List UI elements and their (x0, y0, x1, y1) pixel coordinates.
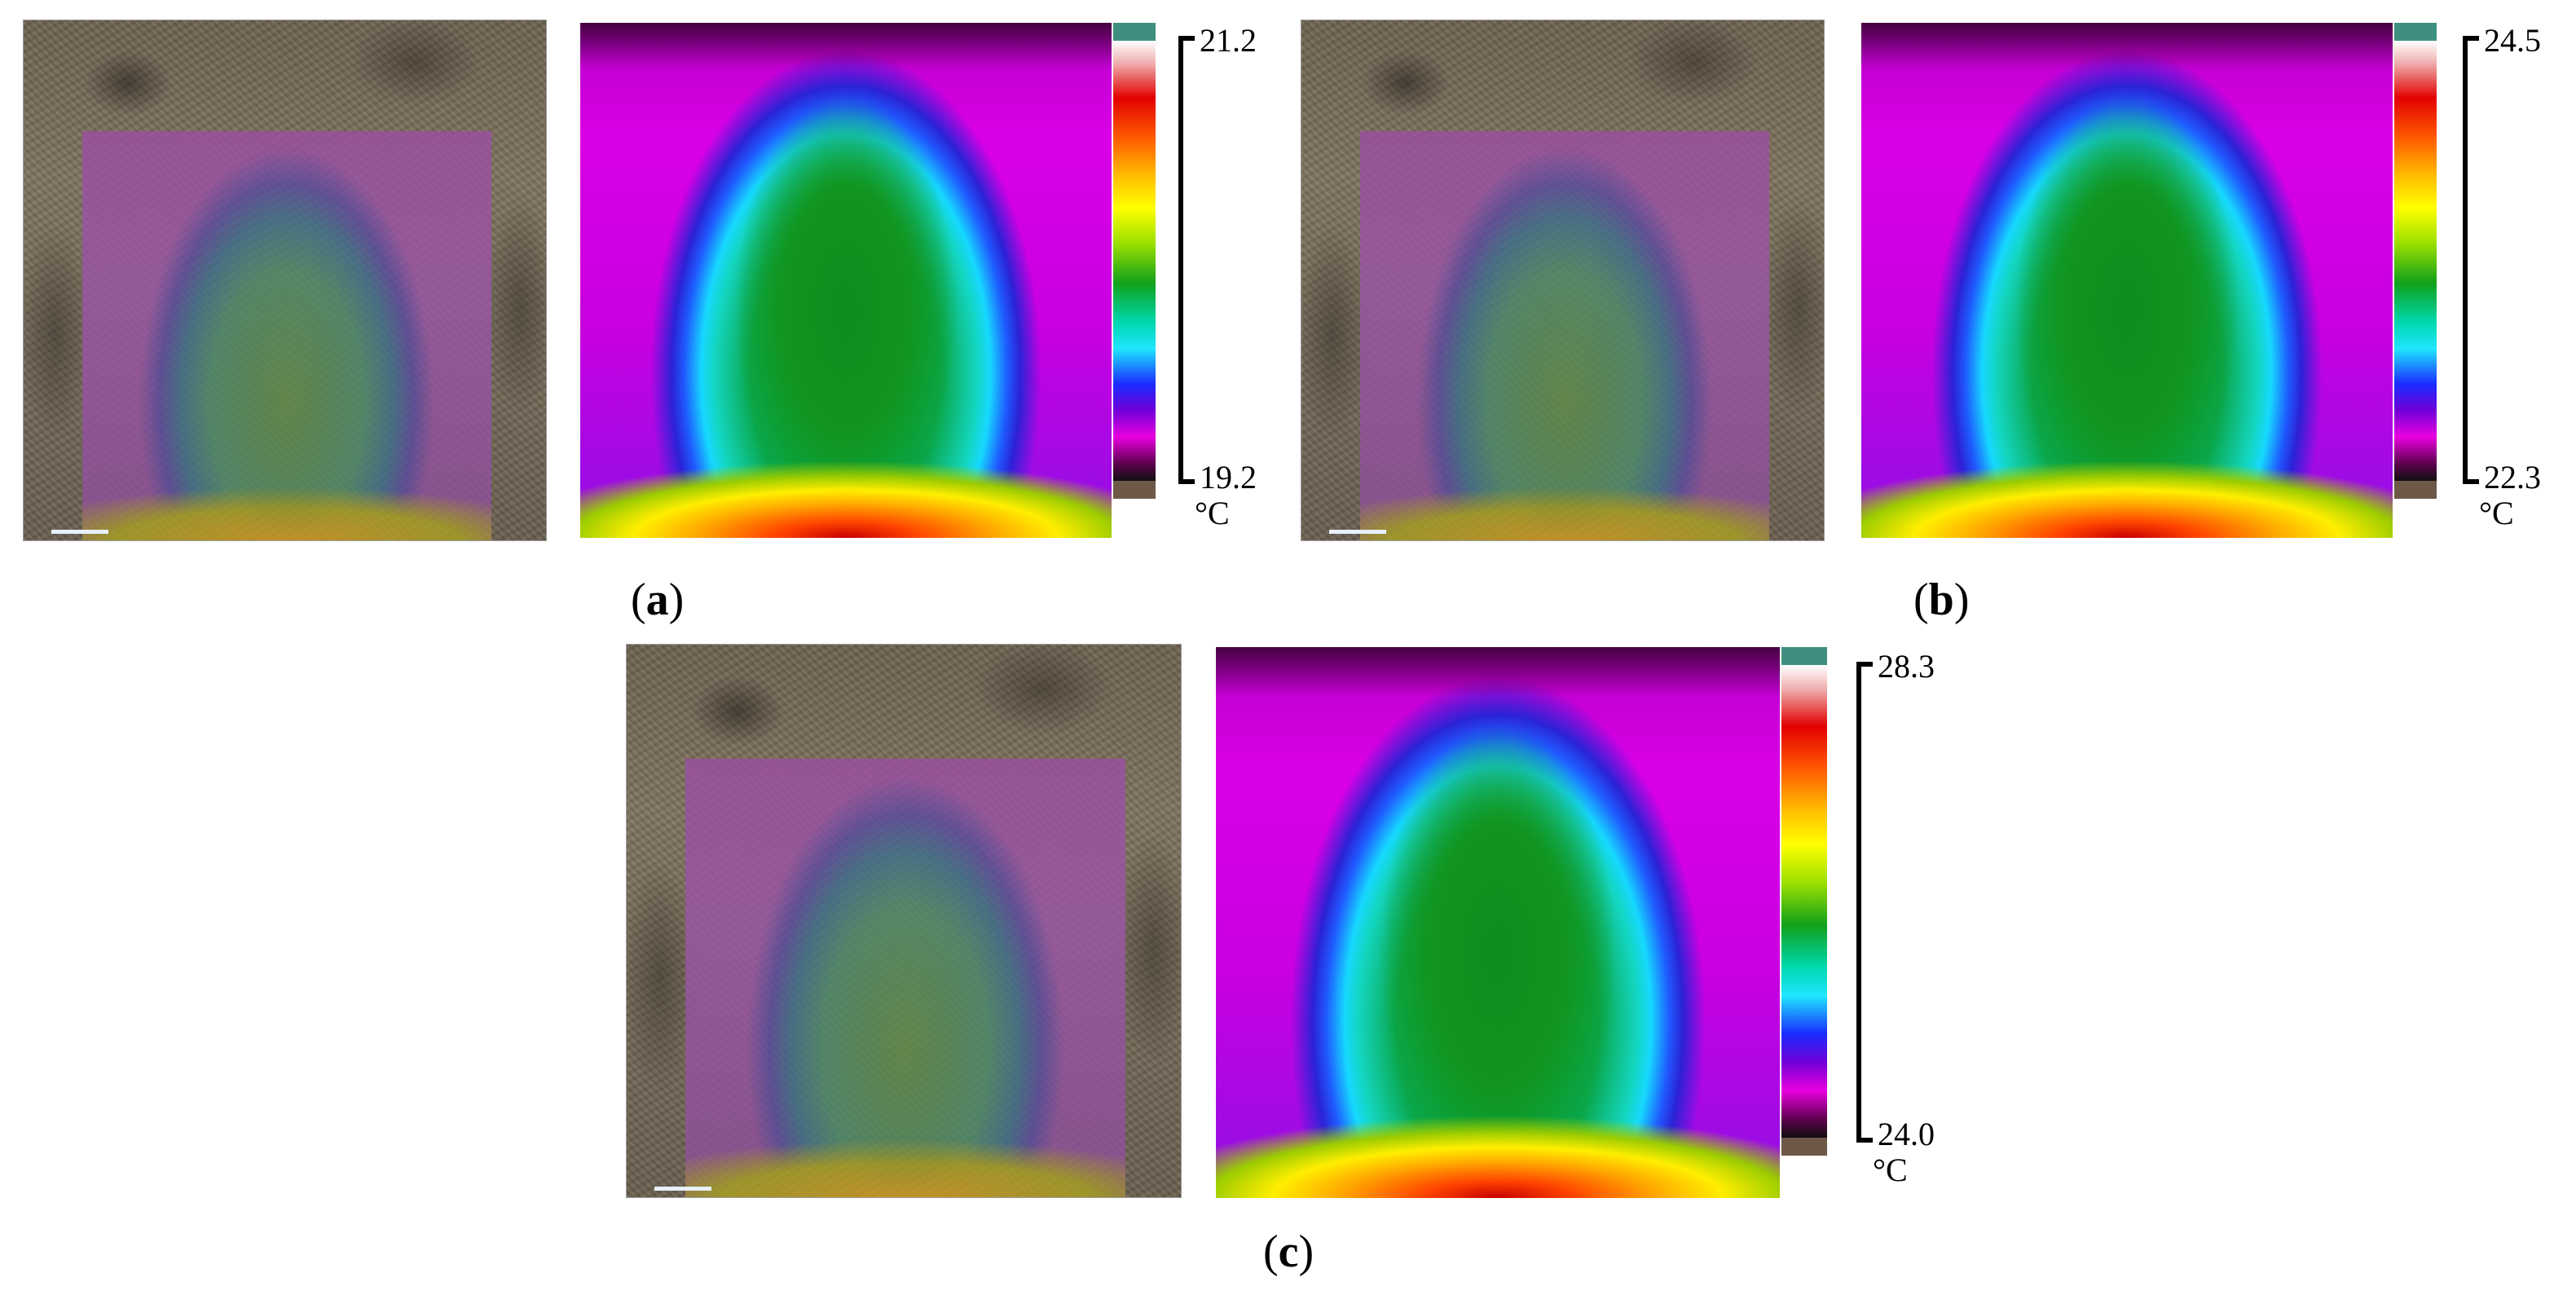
unit-label: °C (2479, 495, 2514, 531)
colorbar-bottom (2394, 481, 2437, 499)
thermal-image-c (1216, 647, 1780, 1198)
stone-photo-b (1301, 20, 1825, 541)
scale-bracket-c (1856, 662, 1873, 1143)
scale-bracket-a (1178, 36, 1195, 484)
colorbar-c (1781, 647, 1827, 1156)
scale-bar (51, 530, 108, 534)
colorbar-gradient (1781, 665, 1827, 1138)
unit-label: °C (1195, 495, 1230, 531)
scale-bar (654, 1187, 711, 1191)
thermal-map (1861, 23, 2393, 538)
stone-photo-a (23, 20, 547, 541)
colorbar-top (1113, 23, 1156, 41)
thermal-image-b (1861, 23, 2393, 538)
scale-bracket-b (2463, 36, 2479, 484)
colorbar-gradient (1113, 41, 1156, 481)
stone-photo-c (626, 644, 1182, 1198)
panel-label-b: (b) (1913, 575, 1970, 625)
thermal-map (580, 23, 1112, 538)
colorbar-bottom (1781, 1138, 1827, 1156)
thermal-overlay-c (685, 759, 1125, 1197)
colorbar-bottom (1113, 481, 1156, 499)
max-temp-label: 28.3 (1878, 648, 1935, 685)
thermal-overlay-b (1360, 131, 1769, 540)
colorbar-top (2394, 23, 2437, 41)
thermal-map (1216, 647, 1780, 1198)
colorbar-b (2394, 23, 2437, 499)
thermal-image-a (580, 23, 1112, 538)
panel-label-c: (c) (1263, 1227, 1314, 1277)
unit-label: °C (1873, 1152, 1908, 1188)
min-temp-label: 22.3 (2484, 459, 2541, 496)
thermal-overlay-a (82, 131, 491, 540)
min-temp-label: 24.0 (1878, 1116, 1935, 1152)
min-temp-label: 19.2 (1200, 459, 1257, 496)
colorbar-gradient (2394, 41, 2437, 481)
max-temp-label: 24.5 (2484, 22, 2541, 59)
colorbar-top (1781, 647, 1827, 665)
max-temp-label: 21.2 (1200, 22, 1257, 59)
scale-bar (1329, 530, 1386, 534)
panel-label-a: (a) (631, 575, 685, 625)
colorbar-a (1113, 23, 1156, 499)
